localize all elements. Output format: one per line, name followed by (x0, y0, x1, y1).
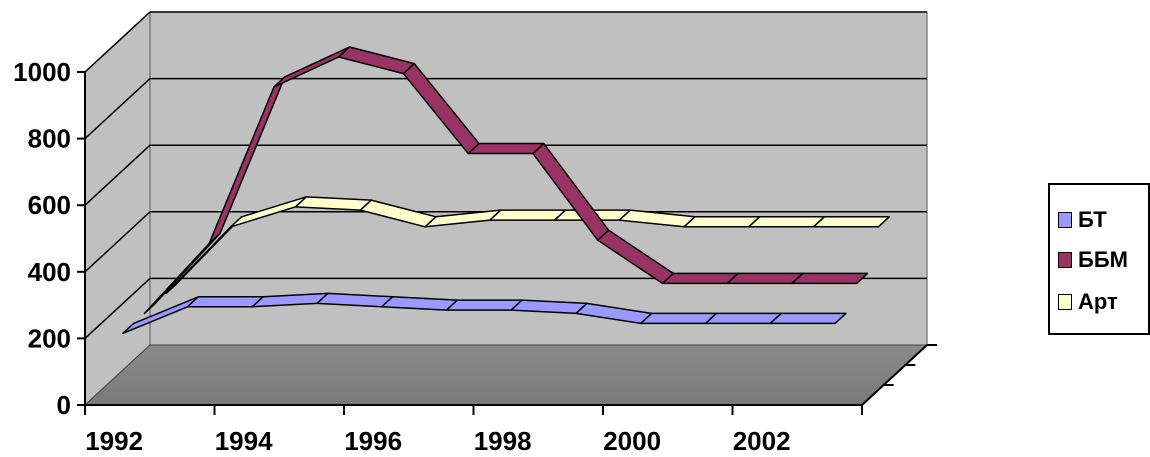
y-tick-label: 400 (28, 257, 71, 287)
legend-label-bt: БТ (1078, 207, 1107, 232)
ribbon-segment (769, 312, 847, 325)
legend-swatch-bt (1058, 212, 1072, 228)
series-0 (122, 292, 847, 335)
ribbon-segment (489, 209, 567, 221)
legend-swatch-bbm (1058, 252, 1072, 268)
legend-label-bbm: ББМ (1078, 247, 1128, 272)
legend-label-art: Арт (1078, 289, 1118, 314)
x-tick-label: 1994 (215, 426, 273, 456)
back-wall (149, 11, 928, 346)
side-wall (84, 10, 151, 407)
ribbon-segment (510, 299, 588, 315)
y-tick-label: 0 (57, 390, 71, 420)
ribbon-segment (812, 216, 890, 228)
series-2 (165, 196, 890, 295)
y-tick-label: 800 (28, 124, 71, 154)
x-tick-labels: 1992 1994 1996 1998 2000 2002 (85, 426, 790, 456)
ribbon-segment (683, 216, 761, 228)
gridline (84, 211, 151, 273)
ribbon-segment (661, 272, 739, 285)
axis-ticks (77, 71, 937, 415)
x-tick-label: 2000 (603, 426, 661, 456)
legend-item-bt: БТ (1058, 207, 1107, 233)
ribbon-segment (726, 272, 804, 285)
x-tick-label: 1996 (344, 426, 402, 456)
series-ribbons (122, 46, 890, 335)
legend-swatch-art (1058, 294, 1072, 310)
ribbon-segment (445, 299, 523, 311)
ribbon-segment (748, 216, 826, 228)
y-tick-label: 600 (28, 190, 71, 220)
x-tick-label: 1992 (85, 426, 143, 456)
legend-item-art: Арт (1058, 289, 1118, 315)
ribbon-segment (294, 196, 372, 211)
ribbon-segment (640, 312, 718, 325)
ribbon-segment (704, 312, 782, 325)
series-1 (143, 46, 869, 315)
ribbon-segment (791, 272, 869, 285)
ribbon-segment (381, 296, 459, 311)
ribbon-segment (467, 142, 545, 155)
ribbon-segment (316, 292, 394, 308)
legend-item-bbm: ББМ (1058, 247, 1128, 273)
depth-axis-line (861, 344, 928, 406)
y-tick-label: 1000 (13, 57, 71, 87)
gridline (84, 144, 151, 206)
x-tick-label: 2002 (733, 426, 791, 456)
gridline (84, 78, 151, 140)
legend: БТ ББМ Арт (1048, 183, 1150, 335)
y-tick-label: 200 (28, 323, 71, 353)
ribbon-segment (186, 296, 264, 308)
x-tick-label: 1998 (474, 426, 532, 456)
floor (83, 344, 929, 406)
y-tick-labels: 0 200 400 600 800 1000 (13, 57, 71, 420)
gridline (84, 277, 151, 339)
gridline (84, 11, 151, 73)
